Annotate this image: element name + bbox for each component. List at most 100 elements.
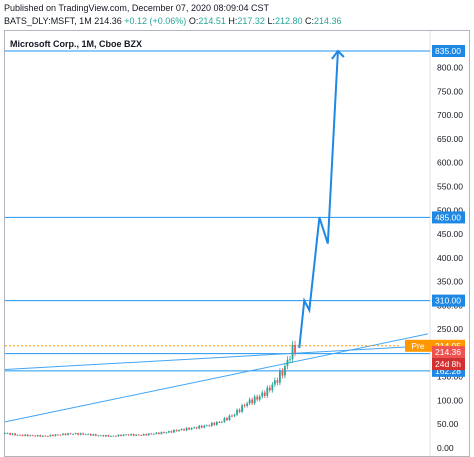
- candle-body: [266, 387, 269, 396]
- candle-body: [195, 427, 198, 429]
- y-tick-label: 600.00: [437, 158, 463, 168]
- chart-title: Microsoft Corp., 1M, Cboe BZX: [10, 39, 143, 49]
- y-tick-label: 800.00: [437, 63, 463, 73]
- y-tick-label: 350.00: [437, 277, 463, 287]
- candle-body: [248, 399, 251, 404]
- candle-body: [6, 433, 9, 434]
- candle-body: [256, 396, 259, 400]
- candle-body: [173, 430, 175, 433]
- candle-body: [127, 434, 130, 436]
- candle-body: [155, 432, 158, 434]
- candle-body: [39, 435, 42, 437]
- trendline: [4, 333, 429, 423]
- candle-body: [175, 430, 178, 432]
- published-caption: Published on TradingView.com, December 0…: [4, 3, 269, 13]
- candle-body: [11, 433, 14, 435]
- candle-body: [74, 433, 77, 435]
- candle-body: [130, 434, 133, 436]
- countdown-tag: [432, 358, 465, 371]
- candle-body: [92, 434, 95, 436]
- ticker-h-value: 217.32: [237, 16, 265, 26]
- candle-body: [185, 427, 188, 431]
- ticker-symbol: BATS_DLY:MSFT, 1M: [4, 16, 92, 26]
- candle-body: [57, 434, 59, 436]
- candle-body: [19, 434, 22, 436]
- ticker-change: +0.12 (+0.06%): [124, 16, 187, 26]
- candle-body: [34, 435, 37, 437]
- candle-body: [145, 433, 148, 436]
- candle-body: [294, 344, 296, 353]
- level-price-label: 835.00: [435, 46, 461, 56]
- candle-body: [223, 418, 226, 422]
- pre-market-label: Pre: [411, 341, 425, 351]
- candle-body: [82, 433, 85, 435]
- level-price-tag: [432, 45, 465, 57]
- candle-body: [125, 434, 127, 436]
- candle-body: [77, 433, 80, 435]
- candle-body: [135, 434, 138, 436]
- candle-body: [279, 371, 281, 383]
- candle-body: [115, 435, 117, 437]
- candle-body: [218, 421, 221, 423]
- y-tick-label: 400.00: [437, 253, 463, 263]
- level-price-label: 310.00: [435, 296, 461, 306]
- candle-body: [188, 427, 191, 430]
- candle-body: [94, 434, 97, 436]
- level-price-label: 485.00: [435, 212, 461, 222]
- y-tick-label: 50.00: [437, 419, 459, 429]
- candle-body: [276, 380, 279, 383]
- candle-body: [102, 435, 105, 437]
- chart-panel[interactable]: [4, 30, 470, 457]
- candle-body: [289, 359, 291, 361]
- candle-body: [162, 432, 165, 433]
- y-tick-label: 650.00: [437, 134, 463, 144]
- candle-body: [168, 431, 170, 433]
- countdown-label: 24d 8h: [435, 359, 461, 369]
- candle-body: [112, 435, 115, 437]
- candle-body: [9, 433, 11, 435]
- candle-body: [107, 435, 110, 437]
- candle-body: [26, 434, 29, 437]
- y-tick-label: 700.00: [437, 110, 463, 120]
- y-tick-label: 500.00: [437, 205, 463, 215]
- candle-body: [281, 371, 284, 376]
- candle-body: [243, 405, 246, 407]
- candle-body: [150, 433, 153, 435]
- y-tick-label: 750.00: [437, 86, 463, 96]
- y-tick-label: 0.00: [437, 443, 454, 453]
- candle-body: [291, 344, 294, 360]
- candle-body: [4, 433, 6, 435]
- candle-body: [69, 433, 72, 435]
- last-price-tag: [432, 346, 465, 359]
- candle-body: [41, 435, 44, 437]
- pre-market-label-bg: [405, 339, 432, 352]
- candle-body: [246, 403, 249, 406]
- candle-body: [140, 435, 143, 436]
- candle-body: [72, 433, 74, 435]
- level-price-label: 162.28: [435, 366, 461, 376]
- candle-body: [52, 434, 54, 437]
- candle-body: [271, 384, 274, 391]
- candle-body: [36, 435, 39, 437]
- candle-body: [236, 409, 238, 415]
- candle-body: [210, 422, 213, 426]
- candle-body: [226, 418, 228, 421]
- candle-body: [16, 434, 19, 436]
- candle-body: [31, 435, 34, 437]
- candle-body: [137, 434, 140, 436]
- ticker-o-value: 214.51: [198, 16, 226, 26]
- candle-body: [62, 433, 64, 435]
- candle-body: [21, 434, 24, 436]
- ticker-c-label: C:: [305, 16, 314, 26]
- candle-body: [231, 415, 233, 417]
- level-price-tag: [432, 294, 465, 307]
- candle-body: [87, 433, 90, 435]
- candle-body: [99, 435, 102, 437]
- y-tick-label: 100.00: [437, 395, 463, 405]
- candle-body: [170, 431, 173, 433]
- candle-body: [24, 434, 27, 436]
- candle-body: [286, 359, 289, 367]
- candle-body: [193, 427, 196, 429]
- ticker-last: 214.36: [94, 16, 122, 26]
